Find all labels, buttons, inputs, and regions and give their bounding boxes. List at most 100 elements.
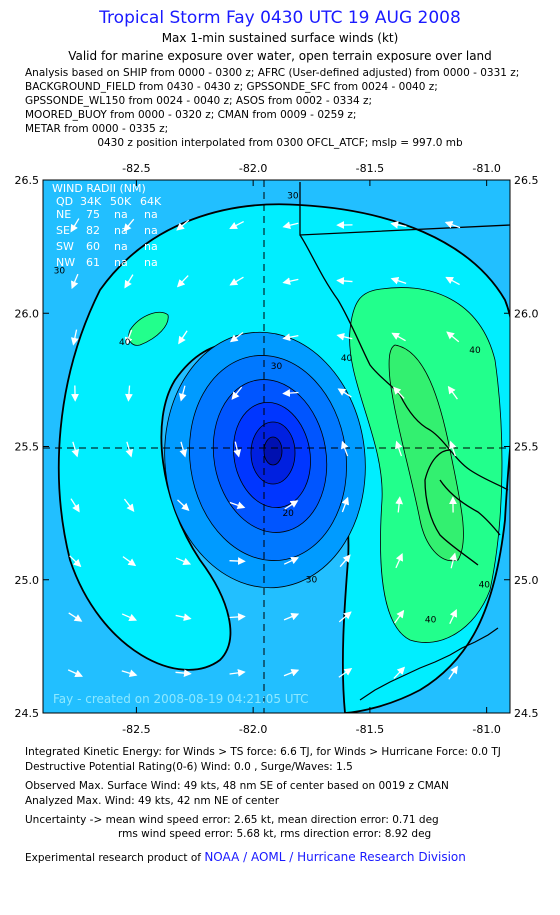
- contour-label: 30: [271, 362, 283, 372]
- uncertainty-line-2: rms wind speed error: 5.68 kt, rms direc…: [118, 828, 432, 840]
- wind-vector-arrow: [446, 331, 460, 343]
- y-tick-label-left: 24.5: [15, 707, 40, 720]
- wind-vector-arrow: [177, 499, 190, 511]
- wind-vector-arrow: [233, 441, 242, 458]
- y-tick-label-right: 24.5: [514, 707, 539, 720]
- y-tick-label-left: 26.0: [15, 307, 40, 320]
- wind-vector-arrow: [178, 330, 188, 345]
- wind-vector-arrow: [283, 557, 299, 565]
- wind-radii-header-64kt: 64K: [140, 195, 162, 208]
- wind-vector-arrow: [444, 220, 461, 229]
- core-ring-6: [263, 436, 283, 466]
- dpr-line: Destructive Potential Rating(0-6) Wind: …: [25, 761, 353, 773]
- wind-vector-arrow: [336, 332, 353, 341]
- wind-vector-arrow: [71, 273, 79, 290]
- contour-label: 40: [119, 338, 131, 348]
- wind-vector-arrow: [339, 554, 351, 568]
- wind-vector-arrow: [70, 218, 80, 233]
- wind-vector-arrow: [229, 669, 246, 677]
- contour-45-region: [388, 344, 464, 562]
- observed-max-line: Observed Max. Surface Wind: 49 kts, 48 n…: [25, 780, 449, 792]
- wind-vector-arrow: [176, 275, 189, 288]
- wind-vector-arrow: [449, 609, 457, 625]
- x-tick-label-top: -81.0: [472, 162, 500, 175]
- wind-vector-arrow: [175, 557, 192, 565]
- wind-vector-arrow: [336, 277, 353, 285]
- analysis-line-1: Analysis based on SHIP from 0000 - 0300 …: [25, 67, 520, 79]
- x-tick-label-bottom: -81.5: [356, 723, 384, 736]
- wind-vector-arrow: [68, 612, 83, 622]
- contour-label: 30: [306, 575, 318, 585]
- wind-radii-se-34kt: 82: [86, 224, 100, 237]
- chart-subtitle: Max 1-min sustained surface winds (kt): [161, 31, 399, 45]
- wind-radii-sw-quadrant: SW: [56, 240, 74, 253]
- wind-vector-arrow: [179, 441, 188, 458]
- wind-radii-se-50kt: na: [114, 224, 128, 237]
- analysis-line-3: GPSSONDE_WL150 from 0024 - 0040 z; ASOS …: [25, 95, 373, 107]
- credit-organization-link[interactable]: NOAA / AOML / Hurricane Research Divisio…: [204, 850, 466, 864]
- wind-vector-arrow: [124, 329, 133, 346]
- wind-vector-arrow: [391, 332, 406, 342]
- wind-vector-arrow: [178, 385, 187, 402]
- wind-vector-arrow: [229, 501, 246, 510]
- wind-vector-arrow: [121, 613, 138, 621]
- analysis-line-2: BACKGROUND_FIELD from 0430 - 0430 z; GPS…: [25, 81, 438, 93]
- wind-vector-arrow: [282, 333, 299, 342]
- wind-vector-arrow: [283, 669, 300, 677]
- uncertainty-line-1: Uncertainty -> mean wind speed error: 2.…: [25, 814, 439, 826]
- wind-vector-arrow: [70, 329, 79, 346]
- wind-vector-arrow: [69, 555, 82, 568]
- wind-vector-arrow: [282, 389, 299, 397]
- wind-vector-arrow: [176, 219, 190, 231]
- wind-vector-arrow: [445, 276, 460, 286]
- wind-radii-header-34kt: 34K: [80, 195, 102, 208]
- x-tick-label-top: -82.0: [239, 162, 267, 175]
- wind-vector-arrow: [229, 332, 244, 343]
- analysis-line-5: METAR from 0000 - 0335 z;: [25, 123, 169, 135]
- y-tick-label-left: 25.5: [15, 441, 40, 454]
- axis-ticks: -82.5 -82.5 -82.0 -82.0 -81.5 -81.5 -81.0 -81.0…: [15, 162, 539, 736]
- wind-vector-arrow: [449, 552, 458, 569]
- y-tick-label-right: 25.5: [514, 441, 539, 454]
- wind-vector-arrow: [448, 665, 458, 680]
- contour-label: 30: [287, 192, 299, 202]
- wind-radii-nw-quadrant: NW: [56, 256, 75, 269]
- wind-vector-arrow: [392, 386, 405, 399]
- wind-vector-arrow: [229, 613, 246, 621]
- wind-radii-se-quadrant: SE: [56, 224, 70, 237]
- wind-radii-nw-34kt: 61: [86, 256, 100, 269]
- x-tick-label-top: -81.5: [356, 162, 384, 175]
- wind-vector-arrow: [394, 609, 405, 624]
- analyzed-max-line: Analyzed Max. Wind: 49 kts, 42 nm NE of …: [25, 795, 280, 807]
- wind-radii-ne-64kt: na: [144, 208, 158, 221]
- y-tick-label-left: 26.5: [15, 174, 40, 187]
- wind-vector-arrow: [390, 276, 407, 285]
- wind-vector-arrow: [175, 669, 192, 677]
- y-tick-label-left: 25.0: [15, 574, 40, 587]
- credit-prefix: Experimental research product of: [25, 852, 205, 864]
- contour-label: 40: [341, 354, 353, 364]
- wind-vector-arrow: [123, 498, 135, 512]
- wind-radii-header-quadrant: QD: [56, 195, 73, 208]
- wind-radii-ne-quadrant: NE: [56, 208, 71, 221]
- wind-vector-arrow: [229, 220, 244, 230]
- wind-vector-arrow: [340, 440, 349, 457]
- wind-vector-arrow: [125, 441, 134, 458]
- page-title: Tropical Storm Fay 0430 UTC 19 AUG 2008: [99, 8, 461, 28]
- watermark: Fay - created on 2008-08-19 04:21:05 UTC: [53, 692, 309, 706]
- contour-label: 40: [469, 346, 481, 356]
- wind-vector-arrow: [121, 669, 138, 678]
- chart-exposure-note: Valid for marine exposure over water, op…: [68, 49, 492, 63]
- wind-vector-arrow: [123, 218, 135, 232]
- wind-vector-arrow: [125, 385, 133, 402]
- wind-radii-header-50kt: 50K: [110, 195, 132, 208]
- contour-label: 40: [425, 615, 437, 625]
- x-tick-label-bottom: -82.0: [239, 723, 267, 736]
- wind-vector-arrow: [71, 441, 80, 458]
- wind-radii-nw-50kt: na: [114, 256, 128, 269]
- wind-vector-arrow: [284, 500, 299, 510]
- wind-vector-arrow: [122, 556, 137, 567]
- wind-vector-arrow: [338, 667, 353, 678]
- contour-label: 20: [282, 509, 294, 519]
- wind-radii-ne-50kt: na: [114, 208, 128, 221]
